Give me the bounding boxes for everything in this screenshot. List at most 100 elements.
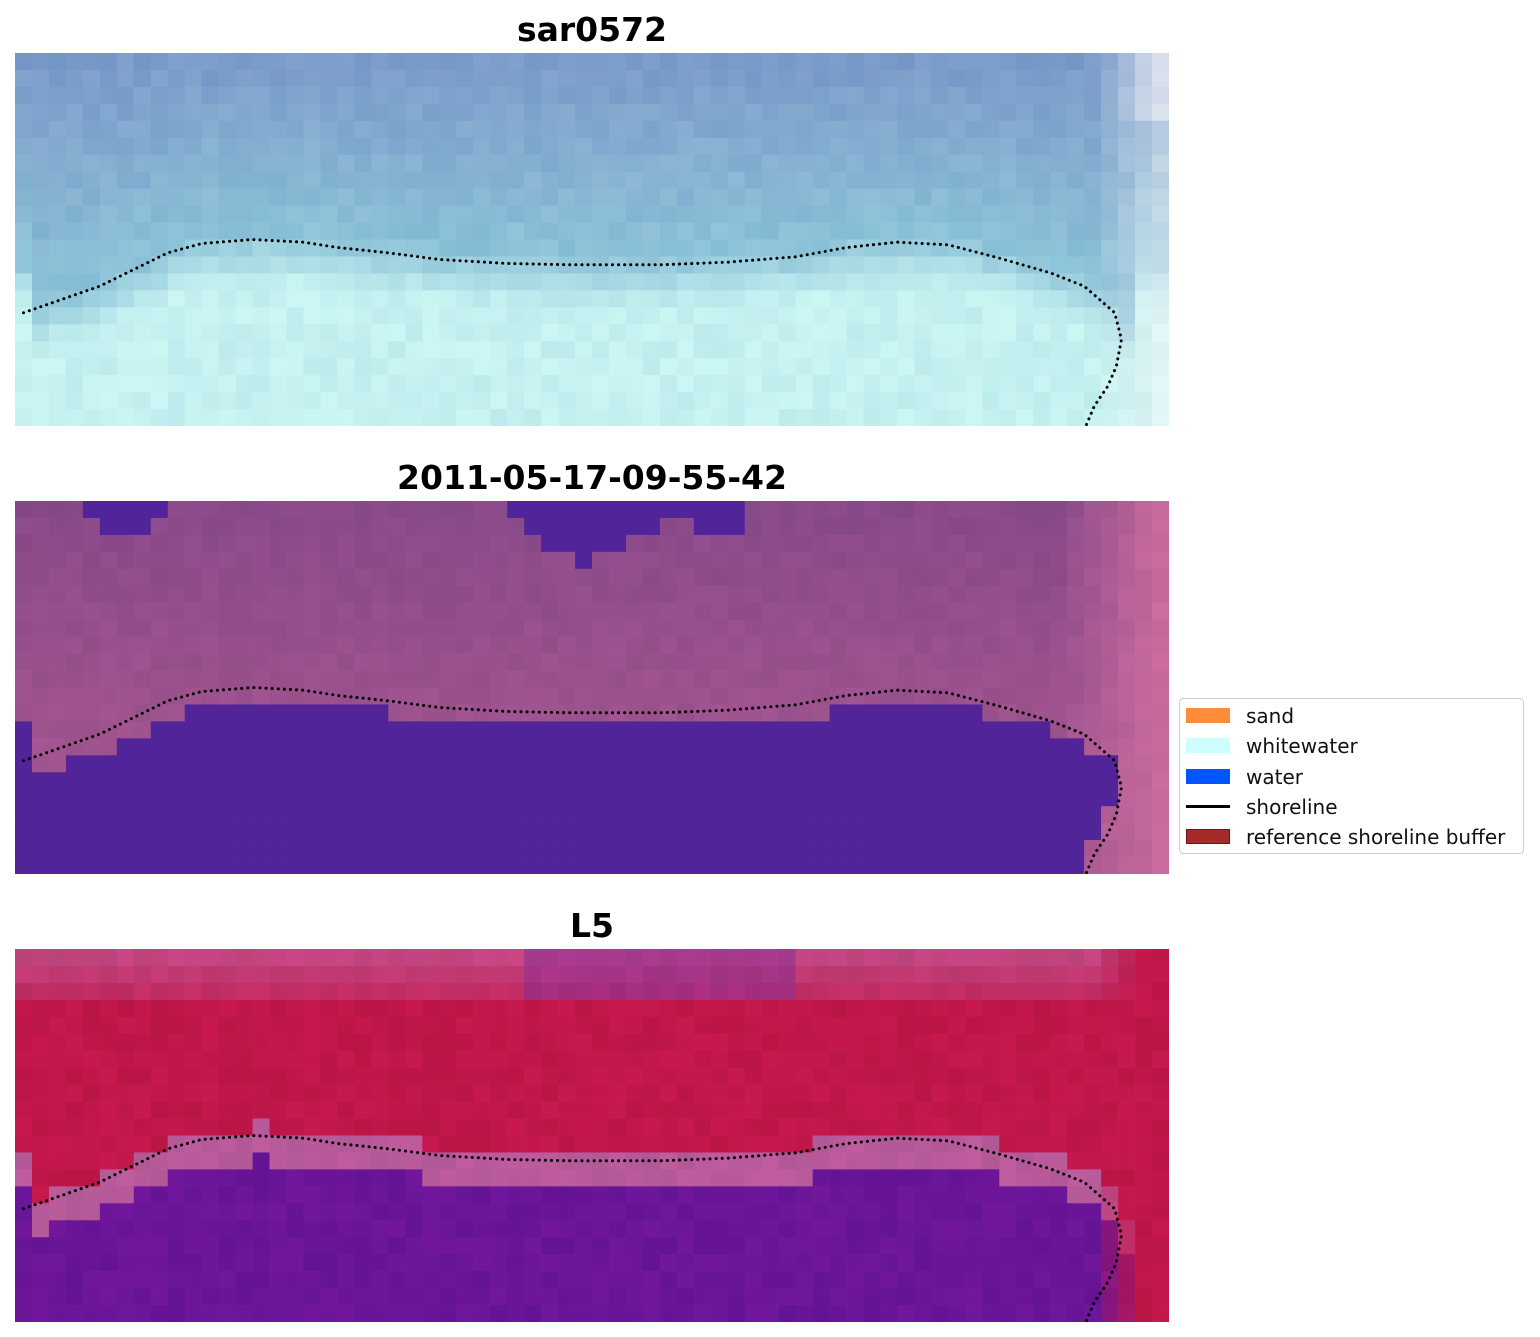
pixel (846, 1050, 864, 1069)
pixel (710, 517, 729, 536)
pixel (473, 982, 491, 1001)
pixel (218, 534, 236, 553)
pixel (676, 1186, 695, 1204)
pixel (48, 823, 67, 841)
pixel (659, 1135, 678, 1153)
pixel (846, 188, 864, 206)
pixel (659, 1237, 678, 1255)
pixel (252, 409, 270, 426)
pixel (48, 1271, 67, 1289)
pixel (625, 687, 644, 705)
pixel (48, 1288, 67, 1306)
pixel (1050, 154, 1068, 173)
pixel (727, 501, 746, 519)
pixel (1033, 840, 1051, 858)
pixel (914, 120, 932, 139)
pixel (167, 1152, 186, 1170)
pixel (676, 1016, 695, 1035)
pixel (710, 409, 729, 426)
pixel (167, 738, 186, 756)
pixel (354, 551, 372, 570)
pixel (388, 273, 406, 291)
pixel (524, 949, 542, 967)
pixel (982, 602, 1000, 621)
pixel (778, 721, 796, 739)
pixel (286, 392, 304, 410)
pixel (388, 840, 406, 858)
pixel (829, 256, 847, 274)
pixel (541, 69, 559, 88)
pixel (524, 501, 542, 519)
pixel (354, 965, 372, 984)
pixel (642, 290, 661, 308)
pixel (150, 1288, 169, 1306)
pixel (710, 154, 729, 173)
pixel (1101, 1271, 1119, 1289)
pixel (65, 375, 84, 393)
pixel (1067, 1152, 1085, 1170)
pixel (642, 772, 661, 790)
pixel (167, 653, 186, 671)
pixel (422, 949, 440, 967)
pixel (931, 171, 949, 189)
pixel (592, 1203, 610, 1221)
pixel (982, 171, 1000, 189)
pixel (795, 619, 813, 637)
pixel (201, 1033, 219, 1052)
pixel (150, 188, 169, 206)
pixel (982, 585, 1000, 604)
pixel (999, 789, 1017, 807)
pixel (642, 53, 661, 71)
pixel (880, 273, 898, 291)
pixel (812, 1067, 830, 1085)
pixel (1118, 772, 1136, 790)
pixel (1118, 1305, 1136, 1322)
pixel (303, 982, 321, 1001)
pixel (201, 324, 219, 342)
pixel (184, 1118, 203, 1136)
pixel (982, 409, 1000, 426)
pixel (863, 290, 881, 308)
pixel (371, 171, 389, 189)
pixel (778, 755, 796, 773)
pixel (65, 772, 84, 790)
pixel (388, 517, 406, 536)
pixel (778, 222, 796, 240)
pixel (558, 1084, 576, 1102)
pixel (269, 534, 287, 553)
pixel (642, 1135, 661, 1153)
pixel (507, 1254, 525, 1272)
pixel (252, 738, 270, 756)
pixel (405, 1152, 423, 1170)
pixel (761, 1135, 780, 1153)
pixel (439, 704, 457, 722)
pixel (1050, 636, 1068, 654)
pixel (1118, 602, 1136, 621)
pixel (931, 290, 949, 308)
pixel (1118, 154, 1136, 173)
pixel (608, 1033, 627, 1052)
pixel (337, 324, 355, 342)
pixel (863, 1033, 881, 1052)
pixel (1067, 239, 1085, 257)
pixel (48, 1067, 67, 1085)
pixel (558, 704, 576, 722)
pixel (1016, 619, 1034, 637)
pixel (150, 823, 169, 841)
pixel (659, 86, 678, 105)
pixel (880, 171, 898, 189)
pixel (150, 1118, 169, 1136)
pixel (761, 653, 780, 671)
pixel (235, 154, 253, 173)
pixel (388, 290, 406, 308)
pixel (625, 358, 644, 376)
pixel (880, 188, 898, 206)
pixel (218, 222, 236, 240)
pixel (931, 1288, 949, 1306)
pixel (999, 69, 1017, 88)
pixel (1101, 53, 1119, 71)
pixel (133, 982, 152, 1001)
pixel (235, 1237, 253, 1255)
pixel (473, 738, 491, 756)
pixel (625, 534, 644, 553)
